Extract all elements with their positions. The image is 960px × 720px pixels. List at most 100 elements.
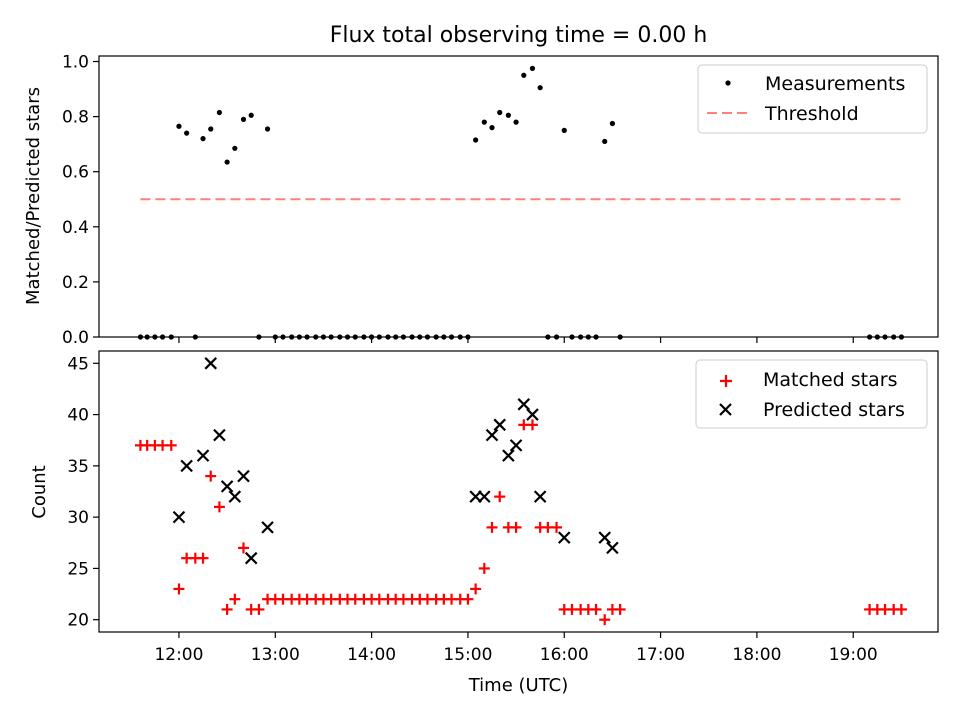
matched-star-point [229,593,241,605]
predicted-star-diag2 [557,531,571,544]
x-axis-label: Time (UTC) [468,675,569,696]
predicted-star-diag2 [509,439,523,452]
measurement-point [561,127,567,133]
matched-star-point [526,419,538,431]
predicted-star-diag2 [213,428,226,442]
measurement-point [529,65,536,71]
bottom-x-tick-label: 13:00 [251,645,300,665]
bottom-x-tick-label: 14:00 [347,645,396,665]
measurement-point [224,159,230,165]
measurement-point [184,130,190,136]
predicted-star-diag2 [220,480,234,493]
predicted-star-diag2 [502,449,515,462]
bottom-x-tick-label: 18:00 [732,645,781,665]
bottom-y-tick-label: 20 [67,611,89,631]
bottom-y-tick-label: 25 [67,559,89,579]
bottom-y-axis-label: Count [29,465,50,518]
chart-title: Flux total observing time = 0.00 h [330,23,708,48]
predicted-star-diag2 [517,398,531,411]
predicted-star-diag2 [478,490,491,503]
legend-matched-marker [720,375,732,387]
legend-predicted-marker [719,403,732,416]
measurement-point [489,125,495,131]
measurement-point [240,116,247,122]
predicted-star-diag2 [606,541,619,555]
predicted-star-point [220,480,234,493]
top-y-axis-label: Matched/Predicted stars [23,87,44,305]
predicted-star-point [517,398,531,411]
measurement-point [216,109,223,116]
matched-star-point [462,593,474,605]
matched-star-point [599,614,611,626]
legend-measurements-marker [725,80,731,86]
bottom-x-tick-label: 12:00 [154,645,203,665]
measurement-point [264,126,271,132]
bottom-x-tick-label: 19:00 [829,645,878,665]
legend-matched-label: Matched stars [763,369,897,391]
measurement-point [602,138,608,145]
matched-star-point [213,501,225,513]
matched-star-point [590,603,602,615]
predicted-star-diag2 [526,408,539,421]
measurement-point [232,145,238,151]
measurement-point [176,123,182,129]
bottom-x-tick-label: 17:00 [636,645,685,665]
predicted-star-diag2 [261,521,274,534]
predicted-star-diag2 [180,459,193,473]
predicted-star-diag2 [196,449,210,462]
bottom-axes-frame [98,350,939,633]
matched-star-point [197,552,209,564]
predicted-star-point [557,531,571,544]
predicted-star-point [533,490,547,503]
matched-star-point [614,603,626,615]
predicted-star-diag2 [228,490,242,503]
measurement-point [248,112,254,118]
predicted-star-point [204,357,218,370]
matched-star-point [221,603,233,615]
matched-star-point [470,583,482,595]
bottom-y-tick-label: 45 [67,354,89,374]
predicted-star-point [172,510,186,524]
predicted-star-diag2 [493,418,506,432]
matched-star-point [895,603,907,615]
measurement-point [208,126,214,132]
legend-threshold-label: Threshold [764,103,859,125]
matched-star-point [510,521,522,533]
top-y-tick-label: 1.0 [62,53,89,73]
predicted-star-diag2 [533,490,547,503]
predicted-star-point [237,469,250,483]
predicted-star-diag2 [244,551,258,565]
matched-star-point [173,583,185,595]
matched-star-point [551,521,563,533]
predicted-star-point [228,490,242,503]
measurement-point [505,112,511,118]
bottom-y-tick-label: 30 [67,508,89,528]
matched-star-point [205,470,217,482]
predicted-star-point [606,541,619,555]
predicted-star-point [180,459,193,473]
bottom-panel: 20 25 30 35 40 45 12:00 13:00 14:00 15:00 16:00 17… [29,350,939,696]
predicted-star-diag2 [598,531,611,544]
predicted-star-point [261,521,274,534]
measurement-point [473,137,479,143]
predicted-star-point [196,449,210,462]
bottom-x-tick-label: 15:00 [443,645,492,665]
bottom-x-tick-label: 16:00 [540,645,589,665]
predicted-star-point [509,439,523,452]
legend-measurements-label: Measurements [765,73,905,95]
bottom-y-tick-label: 40 [67,406,89,426]
predicted-star-point [485,428,499,442]
predicted-star-diag2 [204,357,218,370]
predicted-star-diag2 [172,510,186,524]
predicted-star-point [598,531,611,544]
matched-star-point [494,491,506,503]
measurement-point [497,109,503,116]
predicted-star-point [493,418,506,432]
predicted-star-point [502,449,515,462]
top-y-tick-label: 0.8 [62,108,89,128]
top-y-tick-label: 0.6 [62,163,89,183]
predicted-star-point [244,551,258,565]
bottom-y-tick-label: 35 [67,457,89,477]
measurement-point [521,72,527,78]
